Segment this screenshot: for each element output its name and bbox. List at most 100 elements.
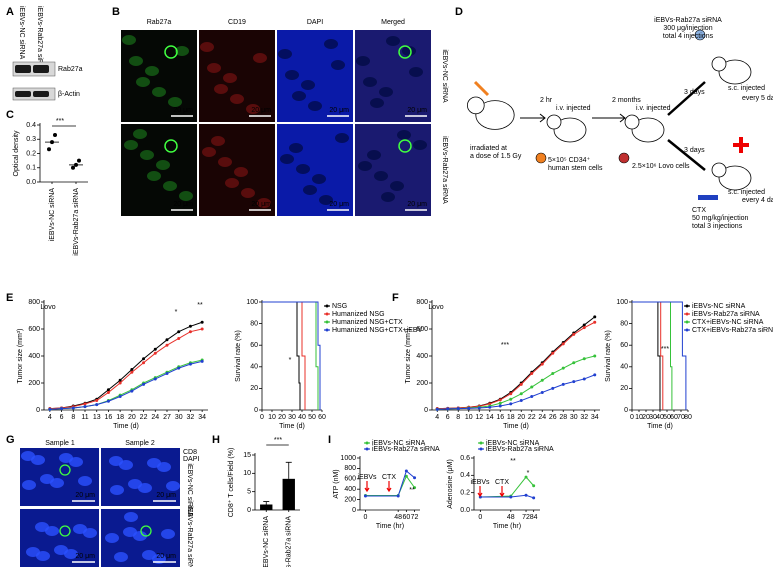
micrograph-texture [390,181,404,191]
annotation: ** [197,302,203,309]
panel-label: H [212,434,220,446]
x-tick-label: 20 [642,414,650,421]
legend-marker [685,328,689,332]
y-axis-label: Tumor size (mm³) [405,329,412,384]
legend-marker [479,447,483,451]
drug-icon [698,195,718,200]
annotation-arrow [386,481,392,493]
cell-signal [164,45,178,59]
annotation: CTX [382,474,396,481]
y-tick-label: 0.0 [460,507,470,514]
dot [71,165,75,170]
x-tick-label: 16 [496,414,504,421]
nucleus [31,455,45,465]
scale-bar-label: 20 μm [251,107,271,114]
micrograph-texture [225,178,239,188]
y-tick-label: 0.1 [26,165,36,172]
x-tick-label: 0 [260,414,264,421]
y-tick-label: 400 [344,486,356,493]
legend-marker [365,441,369,445]
cd8-signal [140,525,152,537]
blot-band [15,65,31,73]
x-tick-label: 18 [116,414,124,421]
nucleus [105,533,119,543]
x-tick-label: 16 [105,414,113,421]
marker [509,397,513,401]
schematic-text: iEBVs-Rab27a siRNA [654,17,722,24]
legend-label: iEBVs-Rab27a siRNA [486,446,554,453]
legend-label: CTX+iEBVs-NC siRNA [692,319,764,326]
image-row-label: iEBVs-Rab27a siRNA [441,136,448,204]
nucleus [83,528,97,538]
scale-bar-label: 20 μm [407,201,427,208]
x-tick-label: 11 [81,414,88,421]
legend-label: iEBVs-NC siRNA [372,440,426,447]
x-axis-label: Time (d) [503,423,529,430]
marker [200,359,204,363]
annotation-arrow [499,486,505,498]
x-tick-label: 0 [478,514,482,521]
marker [530,372,534,376]
scale-bar-label: 20 μm [173,201,193,208]
panel-label: I [328,434,331,446]
micrograph-texture [292,91,306,101]
marker [498,398,502,402]
line [365,470,415,497]
nucleus [166,481,180,491]
x-tick-label: 10 [268,414,276,421]
legend-marker [325,320,329,324]
cell-signal [398,45,412,59]
legend-marker [365,447,369,451]
micrograph-texture [136,77,150,87]
schematic-text: every 4 days [742,197,773,204]
annotation: Lovo [428,304,443,311]
y-tick-label: 200 [344,496,356,503]
marker [561,366,565,370]
x-tick-label: 12 [475,414,483,421]
nucleus [45,526,59,536]
micrograph-texture [409,67,423,77]
line [437,321,595,410]
x-tick-label: 32 [580,414,588,421]
scale-bar-label: 20 μm [75,492,95,499]
scale-bar-label: 20 μm [407,107,427,114]
x-tick-label: iEBVs-NC siRNA [49,188,56,242]
panel-label: B [112,6,120,18]
annotation: *** [501,342,509,349]
x-tick-label: 26 [549,414,557,421]
micrograph-texture [124,140,138,150]
dot [53,132,57,137]
image-column-label: CD19 [228,19,246,26]
marker [106,390,110,394]
marker [153,351,157,355]
schematic-text: CTX [692,207,706,214]
micrograph-texture [163,181,177,191]
legend-label: iEBVs-Rab27a siRNA [692,311,760,318]
cell-icon [618,152,630,164]
mouse-body [718,59,752,85]
y-tick-label: 600 [416,326,428,333]
marker [498,401,502,405]
survival-curve [262,301,301,410]
marker [551,351,555,355]
micrograph-texture [218,157,232,167]
y-tick-label: 20 [620,385,628,392]
legend-label: iEBVs-NC siRNA [486,440,540,447]
legend-label: NSG [332,303,347,310]
schematic-text: 50 mg/kg/injection [692,215,749,222]
line [49,360,203,410]
x-tick-label: 24 [538,414,546,421]
x-tick-label: 84 [530,514,538,521]
marker [582,377,586,381]
marker [83,405,87,409]
micrograph-texture [296,164,310,174]
x-tick-label: 72 [411,514,419,521]
y-tick-label: 40 [620,364,628,371]
schematic-text: irradiated at [470,145,507,152]
scale-bar-label: 20 μm [156,492,176,499]
x-tick-label: iEBVs-NC siRNA [263,516,270,567]
y-tick-label: 0.4 [26,122,36,129]
x-tick-label: 13 [93,414,101,421]
x-tick-label: 20 [278,414,286,421]
annotation: *** [56,118,64,125]
